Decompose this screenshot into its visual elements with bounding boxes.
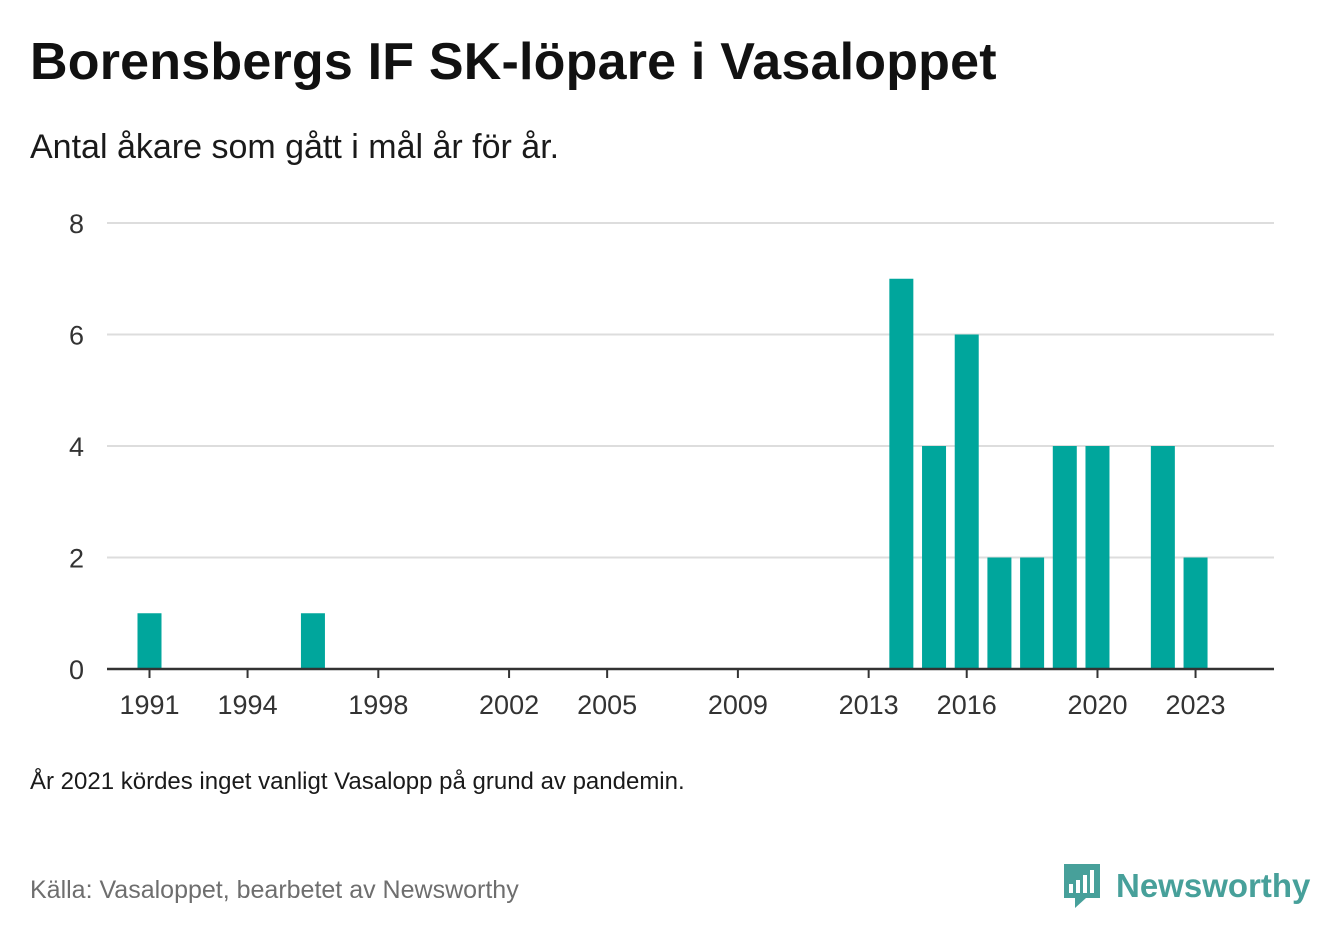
bar-2020[interactable] bbox=[1085, 446, 1110, 669]
bar-2019[interactable] bbox=[1052, 446, 1077, 669]
chart-title: Borensbergs IF SK-löpare i Vasaloppet bbox=[30, 33, 997, 91]
y-tick-label: 6 bbox=[69, 321, 84, 351]
bar-2015[interactable] bbox=[922, 446, 947, 669]
axes: 0 2 4 6 8 1991 1994 1998 2002 2005 2009 2013 2016 202… bbox=[69, 209, 1274, 720]
source-text: Källa: Vasaloppet, bearbetet av Newswort… bbox=[30, 876, 519, 904]
x-tick-label: 2005 bbox=[577, 690, 637, 720]
bar-2022[interactable] bbox=[1150, 446, 1175, 669]
x-tick-label: 2016 bbox=[937, 690, 997, 720]
x-tick-label: 2020 bbox=[1067, 690, 1127, 720]
x-tick-label: 1994 bbox=[218, 690, 278, 720]
y-tick-label: 8 bbox=[69, 209, 84, 239]
newsworthy-logo-icon bbox=[1064, 864, 1100, 908]
x-tick-label: 2009 bbox=[708, 690, 768, 720]
bars bbox=[137, 278, 1208, 670]
bar-2023[interactable] bbox=[1183, 557, 1208, 670]
x-tick-label: 1998 bbox=[348, 690, 408, 720]
brand-name: Newsworthy bbox=[1116, 867, 1311, 904]
bar-2014[interactable] bbox=[889, 278, 914, 669]
y-tick-label: 0 bbox=[69, 655, 84, 685]
gridlines bbox=[107, 222, 1274, 559]
bar-2017[interactable] bbox=[987, 557, 1012, 670]
bar-2018[interactable] bbox=[1020, 557, 1045, 670]
y-tick-label: 2 bbox=[69, 544, 84, 574]
chart-subtitle: Antal åkare som gått i mål år för år. bbox=[30, 128, 560, 166]
newsworthy-logo[interactable]: Newsworthy bbox=[1062, 862, 1310, 910]
x-tick-label: 2002 bbox=[479, 690, 539, 720]
bar-1996[interactable] bbox=[300, 613, 325, 669]
footnote: År 2021 kördes inget vanligt Vasalopp på… bbox=[30, 768, 685, 795]
x-tick-label: 2013 bbox=[839, 690, 899, 720]
y-tick-label: 4 bbox=[69, 432, 84, 462]
bar-2016[interactable] bbox=[954, 334, 979, 670]
bar-1991[interactable] bbox=[137, 613, 162, 669]
x-tick-label: 1991 bbox=[119, 690, 179, 720]
x-tick-label: 2023 bbox=[1166, 690, 1226, 720]
